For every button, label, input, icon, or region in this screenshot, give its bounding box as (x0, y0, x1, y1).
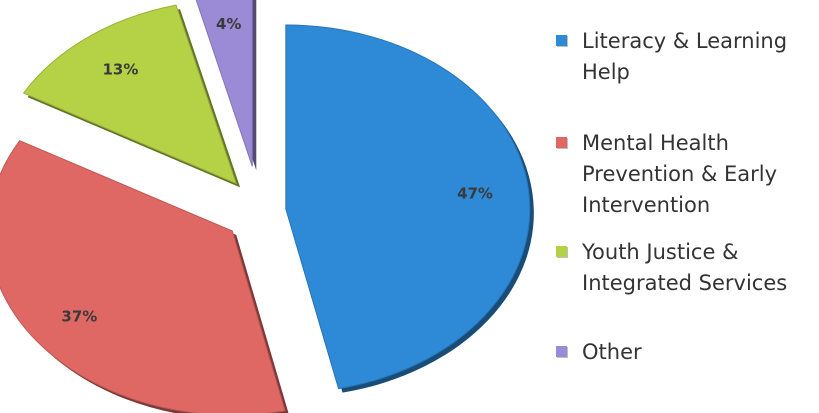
legend-label: Intervention (582, 193, 711, 217)
legend-label: Prevention & Early (582, 162, 778, 186)
legend-swatch (556, 137, 567, 148)
legend-item: Other (556, 337, 818, 368)
pie-label-youth-justice-and-integrated-services: 13% (103, 60, 139, 78)
pie-label-mental-health-prevention-and-early-intervention: 37% (61, 307, 97, 325)
legend-label: Literacy & Learning (582, 29, 788, 53)
legend-label: Other (582, 340, 642, 364)
legend-label: Help (582, 60, 630, 84)
legend-label: Mental Health (582, 131, 729, 155)
pie-slice-mental-health-prevention-and-early-intervention (0, 140, 286, 413)
pie-chart: 47% 37% 13% 4% (0, 0, 534, 413)
legend-item: Mental Health Prevention & Early Intervent… (556, 128, 818, 221)
pie-label-literacy-and-learning-help: 47% (457, 184, 493, 202)
legend-swatch (556, 35, 567, 46)
legend-item: Literacy & Learning Help (556, 26, 818, 88)
legend-item: Youth Justice & Integrated Services (556, 237, 818, 299)
pie-slice-literacy-and-learning-help (285, 24, 531, 390)
pie-label-other: 4% (216, 15, 241, 33)
legend-swatch (556, 346, 567, 357)
pie-slice-other (195, 0, 253, 167)
legend-swatch (556, 246, 567, 257)
pie-slice-youth-justice-and-integrated-services (22, 4, 237, 185)
legend-label: Integrated Services (582, 271, 788, 295)
chart-legend: Literacy & Learning Help Mental Health Prev… (556, 18, 818, 368)
legend-label: Youth Justice & (582, 240, 739, 264)
